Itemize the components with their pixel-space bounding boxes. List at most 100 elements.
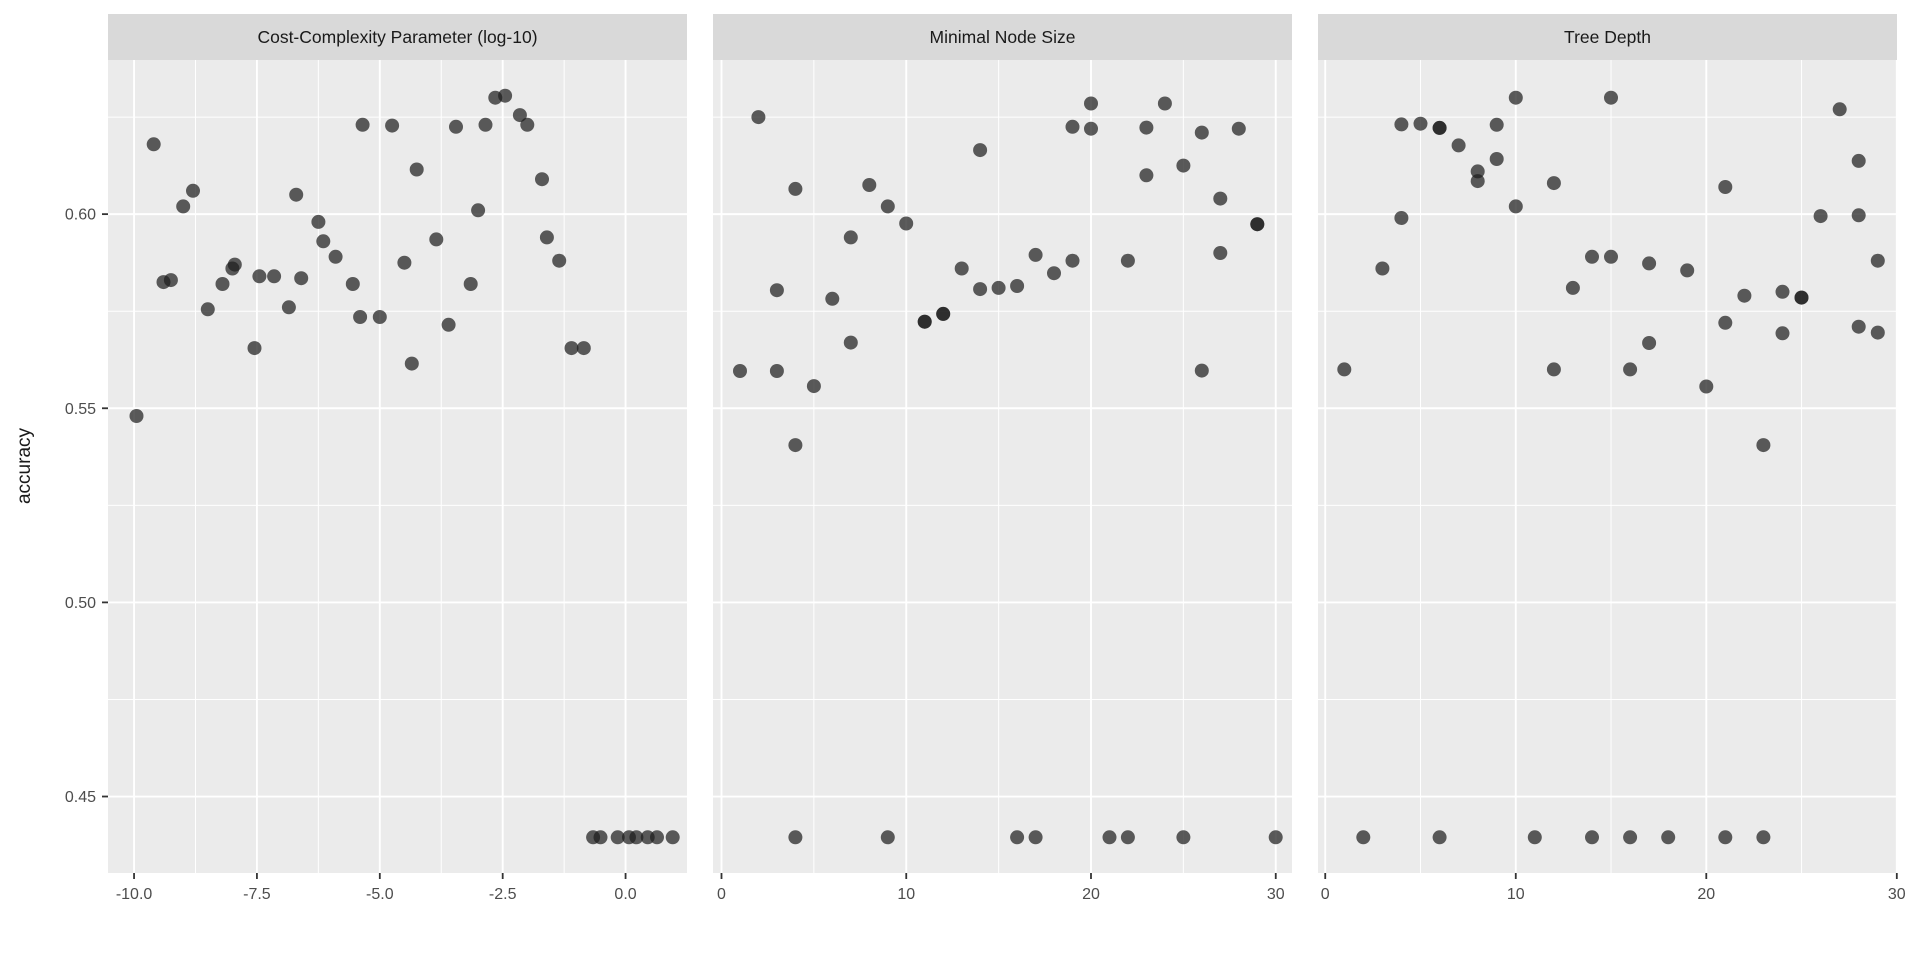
scatter-point: [294, 271, 309, 286]
scatter-point: [991, 280, 1006, 295]
scatter-point: [1337, 362, 1352, 377]
scatter-point: [1176, 830, 1191, 845]
scatter-point: [1585, 830, 1599, 845]
scatter-point: [733, 364, 747, 378]
scatter-point: [1508, 90, 1523, 105]
scatter-point: [1718, 315, 1733, 330]
scatter-point: [409, 162, 424, 177]
scatter-point: [539, 230, 554, 245]
scatter-point: [1699, 379, 1714, 394]
scatter-point: [429, 232, 444, 247]
scatter-point: [1851, 208, 1866, 223]
scatter-point: [1470, 164, 1485, 179]
scatter-point: [1680, 263, 1695, 278]
scatter-point: [385, 118, 400, 133]
x-tick-label: -5.0: [366, 886, 394, 903]
y-tick-label: 0.50: [65, 595, 96, 612]
scatter-point: [316, 234, 331, 249]
scatter-point: [267, 269, 282, 284]
scatter-point: [176, 199, 191, 214]
scatter-point: [1047, 266, 1061, 281]
scatter-point: [1213, 191, 1228, 206]
scatter-point: [1623, 362, 1638, 377]
facet-strip: [713, 14, 1292, 60]
scatter-point: [227, 257, 242, 272]
scatter-point: [215, 277, 230, 291]
scatter-point: [1813, 209, 1828, 224]
scatter-point: [1489, 152, 1504, 166]
scatter-point: [917, 314, 932, 329]
scatter-point: [880, 830, 895, 845]
scatter-point: [552, 253, 567, 268]
scatter-point: [156, 275, 171, 290]
scatter-point: [146, 137, 161, 152]
scatter-point: [397, 255, 412, 270]
scatter-point: [520, 117, 535, 132]
scatter-point: [1413, 116, 1428, 131]
scatter-point: [788, 830, 803, 845]
scatter-point: [954, 261, 969, 276]
x-tick-label: -7.5: [243, 886, 271, 903]
scatter-point: [1546, 176, 1561, 191]
scatter-point: [1375, 261, 1390, 276]
scatter-point: [1139, 120, 1154, 135]
scatter-point: [1176, 158, 1191, 173]
scatter-point: [1470, 174, 1485, 189]
facet-title-tree-depth: Tree Depth: [1564, 27, 1651, 47]
scatter-point: [806, 379, 821, 394]
x-tick-label: -2.5: [489, 886, 517, 903]
scatter-point: [593, 830, 608, 845]
facet-strips: [108, 14, 1897, 60]
scatter-point: [1604, 249, 1618, 264]
scatter-point: [1268, 830, 1283, 845]
panel-backgrounds: [108, 60, 1897, 873]
scatter-point: [1084, 121, 1098, 136]
scatter-point: [1832, 102, 1847, 117]
scatter-point: [843, 230, 858, 245]
scatter-point: [129, 409, 144, 423]
scatter-point: [610, 830, 625, 845]
scatter-point: [281, 300, 296, 315]
scatter-point: [880, 199, 895, 214]
scatter-point: [1718, 830, 1733, 845]
x-tick-label: -10.0: [116, 886, 153, 903]
scatter-point: [1194, 363, 1209, 378]
x-tick-label: 0: [717, 886, 726, 903]
scatter-point: [769, 364, 784, 378]
scatter-point: [1718, 180, 1733, 194]
scatter-point: [1737, 288, 1752, 303]
scatter-point: [1231, 121, 1246, 136]
facet-strip: [108, 14, 687, 60]
scatter-point: [564, 341, 579, 356]
scatter-point: [665, 830, 680, 845]
x-tick-label: 30: [1267, 886, 1285, 903]
scatter-point: [1194, 125, 1209, 140]
scatter-point: [650, 830, 664, 845]
scatter-point: [1794, 290, 1809, 305]
scatter-point: [1010, 279, 1025, 293]
scatter-point: [973, 143, 988, 158]
scatter-point: [576, 341, 591, 356]
y-tick-label: 0.45: [65, 789, 96, 806]
scatter-point: [345, 277, 360, 291]
scatter-point: [289, 187, 304, 202]
scatter-point: [1028, 830, 1043, 845]
scatter-point: [1565, 280, 1580, 295]
scatter-point: [1157, 96, 1172, 111]
facet-title-cost-complexity: Cost-Complexity Parameter (log-10): [257, 27, 537, 47]
scatter-point: [328, 249, 343, 264]
panel-background: [1318, 60, 1897, 873]
scatter-point: [843, 335, 858, 350]
gridlines: [108, 60, 1898, 873]
scatter-point: [1489, 117, 1504, 132]
x-tick-label: 10: [1507, 886, 1525, 903]
scatter-point: [200, 302, 215, 317]
scatter-point: [1604, 90, 1618, 105]
scatter-point: [1546, 362, 1561, 377]
scatter-point: [751, 110, 766, 125]
scatter-point: [1102, 830, 1117, 845]
scatter-point: [1451, 138, 1466, 153]
data-points: [129, 88, 1885, 845]
